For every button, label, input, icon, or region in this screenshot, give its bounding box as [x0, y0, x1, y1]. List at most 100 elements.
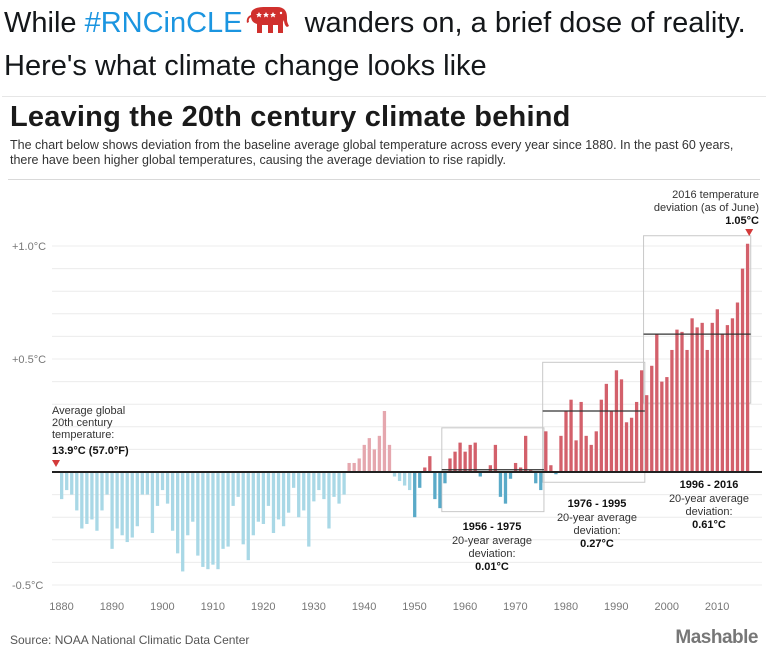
bar — [181, 472, 185, 572]
bar — [297, 472, 301, 518]
y-tick-label: -0.5°C — [12, 580, 43, 592]
bar — [443, 472, 447, 484]
x-tick-label: 1940 — [352, 601, 376, 613]
bar — [690, 318, 694, 472]
x-tick-label: 1960 — [453, 601, 477, 613]
bar — [534, 472, 538, 484]
bar — [276, 472, 281, 520]
hashtag-link[interactable]: #RNCinCLE — [84, 7, 243, 39]
plot-top-divider — [8, 179, 760, 180]
bar — [720, 334, 725, 472]
bar — [266, 472, 271, 506]
bar — [327, 472, 331, 529]
tweet-text: While #RNCinCLE wanders on, a brief dose… — [4, 2, 764, 88]
bar — [216, 472, 220, 570]
bar — [604, 383, 609, 472]
bar — [130, 472, 134, 538]
bar — [665, 377, 669, 472]
bar — [65, 472, 69, 491]
x-tick-label: 1900 — [150, 601, 174, 613]
bar — [413, 472, 417, 518]
bar — [640, 370, 644, 472]
bar — [150, 472, 155, 534]
bar — [468, 444, 472, 472]
brand-logo: Mashable — [675, 627, 758, 648]
period-value-label: 0.27°C — [580, 538, 614, 550]
x-tick-label: 2000 — [654, 601, 678, 613]
bar — [241, 472, 245, 545]
bar — [529, 469, 533, 472]
bar — [715, 309, 719, 472]
bar — [231, 472, 235, 506]
bar — [539, 472, 543, 491]
bar — [473, 442, 477, 472]
bar — [408, 472, 412, 491]
bar — [165, 472, 170, 504]
peak-marker-icon — [745, 229, 754, 236]
bar — [347, 462, 351, 472]
bar — [60, 472, 64, 500]
bar — [80, 472, 84, 529]
peak-label: deviation (as of June) — [654, 202, 759, 214]
bar — [458, 442, 462, 472]
bar — [705, 349, 709, 472]
x-tick-label: 1980 — [554, 601, 578, 613]
bar — [312, 472, 316, 502]
period-desc-label: 20-year average — [669, 493, 749, 505]
period-box — [542, 361, 646, 483]
peak-label: 2016 temperature — [672, 189, 759, 201]
bar — [448, 458, 452, 472]
bar — [140, 472, 144, 495]
bar — [544, 431, 548, 472]
bar — [226, 472, 230, 547]
bar — [700, 322, 704, 472]
bar — [619, 379, 624, 472]
bar — [196, 472, 200, 556]
bar — [433, 472, 437, 500]
tweet-text-end: wanders on, a brief dose of reality. Her… — [4, 7, 746, 82]
bar — [685, 349, 689, 472]
bar — [105, 472, 109, 495]
baseline-label: Average global — [52, 405, 125, 417]
period-range-label: 1996 - 2016 — [680, 479, 739, 491]
period-value-label: 0.01°C — [475, 561, 509, 573]
bar — [302, 472, 306, 511]
x-tick-label: 1990 — [604, 601, 628, 613]
bar — [70, 472, 74, 495]
bar — [629, 417, 634, 472]
bar — [286, 472, 291, 513]
bar — [498, 472, 503, 497]
bar — [236, 472, 240, 497]
bar — [75, 472, 79, 511]
chart-title: Leaving the 20th century climate behind — [10, 101, 571, 133]
period-desc-label: deviation: — [573, 525, 620, 537]
bar — [125, 472, 129, 543]
bar — [710, 322, 714, 472]
baseline-value: 13.9°C (57.0°F) — [52, 445, 129, 457]
bar — [584, 435, 588, 472]
bar — [740, 268, 745, 472]
bar — [246, 472, 250, 561]
bar — [357, 458, 361, 472]
x-tick-label: 2010 — [705, 601, 729, 613]
period-desc-label: 20-year average — [452, 535, 532, 547]
bar — [745, 243, 750, 472]
bar — [634, 401, 639, 472]
bar — [503, 472, 508, 504]
bar — [402, 472, 407, 486]
bar — [191, 472, 195, 522]
x-tick-label: 1920 — [251, 601, 275, 613]
bar — [176, 472, 180, 554]
bar — [342, 472, 346, 495]
bar — [155, 472, 160, 506]
bar — [614, 370, 619, 472]
period-desc-label: deviation: — [685, 506, 732, 518]
period-range-label: 1976 - 1995 — [568, 498, 627, 510]
bar — [513, 462, 518, 472]
tweet-text-start: While — [4, 7, 85, 39]
bar — [90, 472, 94, 520]
bar — [221, 472, 225, 549]
bar — [292, 472, 296, 488]
x-tick-label: 1970 — [503, 601, 527, 613]
republican-elephant-icon — [246, 7, 289, 33]
